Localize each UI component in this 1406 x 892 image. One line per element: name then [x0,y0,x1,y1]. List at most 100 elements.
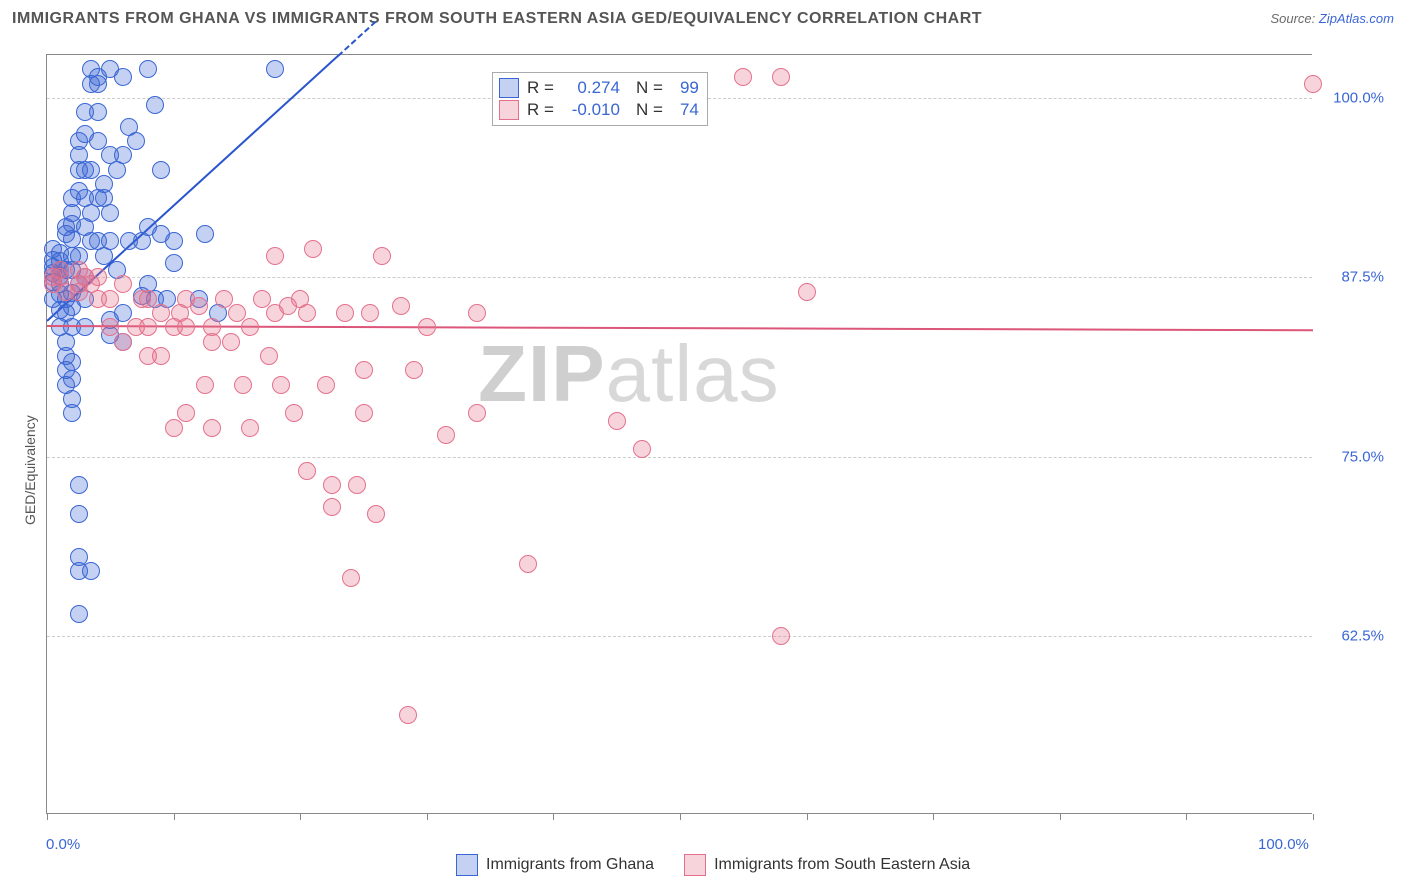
data-point-seasia [355,404,373,422]
data-point-seasia [772,68,790,86]
data-point-seasia [399,706,417,724]
data-point-seasia [196,376,214,394]
data-point-seasia [203,318,221,336]
data-point-seasia [798,283,816,301]
data-point-ghana [70,476,88,494]
data-point-seasia [367,505,385,523]
data-point-seasia [241,419,259,437]
data-point-ghana [63,370,81,388]
x-axis-max-label: 100.0% [1258,836,1309,853]
x-tick [1313,814,1314,820]
data-point-ghana [152,161,170,179]
data-point-seasia [298,304,316,322]
correlation-legend-box: R =0.274N =99R =-0.010N =74 [492,72,708,126]
source-label: Source: [1270,11,1318,26]
data-point-seasia [203,419,221,437]
data-point-ghana [70,605,88,623]
data-point-seasia [89,268,107,286]
x-axis-min-label: 0.0% [46,836,80,853]
x-tick [47,814,48,820]
data-point-ghana [165,254,183,272]
data-point-seasia [361,304,379,322]
gridline-horizontal [47,457,1312,458]
data-point-seasia [405,361,423,379]
data-point-seasia [468,404,486,422]
data-point-ghana [114,146,132,164]
data-point-seasia [1304,75,1322,93]
data-point-seasia [114,275,132,293]
data-point-seasia [608,412,626,430]
gridline-horizontal [47,277,1312,278]
data-point-ghana [70,505,88,523]
y-tick-label: 75.0% [1322,448,1384,465]
y-axis-label: GED/Equivalency [22,415,38,525]
data-point-seasia [139,318,157,336]
legend-item-ghana: Immigrants from Ghana [456,854,654,876]
data-point-seasia [177,318,195,336]
data-point-seasia [392,297,410,315]
data-point-ghana [63,390,81,408]
data-point-seasia [373,247,391,265]
data-point-seasia [323,498,341,516]
data-point-ghana [82,562,100,580]
data-point-seasia [114,333,132,351]
data-point-seasia [348,476,366,494]
data-point-seasia [190,297,208,315]
data-point-ghana [146,96,164,114]
legend-swatch-ghana [456,854,478,876]
x-tick [1060,814,1061,820]
data-point-ghana [63,353,81,371]
x-tick [807,814,808,820]
source-link[interactable]: ZipAtlas.com [1319,11,1394,26]
x-tick [300,814,301,820]
data-point-seasia [260,347,278,365]
data-point-seasia [323,476,341,494]
data-point-ghana [127,132,145,150]
x-tick [174,814,175,820]
data-point-seasia [298,462,316,480]
data-point-seasia [734,68,752,86]
x-tick [1186,814,1187,820]
trend-line [47,325,1313,331]
data-point-seasia [355,361,373,379]
data-point-ghana [196,225,214,243]
data-point-seasia [285,404,303,422]
correlation-row-seasia: R =-0.010N =74 [499,99,699,121]
legend-label-seasia: Immigrants from South Eastern Asia [714,856,970,874]
data-point-ghana [101,204,119,222]
plot-area: ZIPatlas 100.0%87.5%75.0%62.5% [46,54,1312,814]
y-tick-label: 100.0% [1322,90,1384,107]
data-point-seasia [234,376,252,394]
x-tick [680,814,681,820]
y-tick-label: 87.5% [1322,269,1384,286]
data-point-seasia [317,376,335,394]
bottom-legend: Immigrants from Ghana Immigrants from Sou… [456,854,970,876]
data-point-seasia [342,569,360,587]
data-point-seasia [519,555,537,573]
data-point-ghana [114,68,132,86]
data-point-seasia [165,419,183,437]
legend-label-ghana: Immigrants from Ghana [486,856,654,874]
source-attribution: Source: ZipAtlas.com [1270,11,1394,26]
legend-item-seasia: Immigrants from South Eastern Asia [684,854,970,876]
correlation-row-ghana: R =0.274N =99 [499,77,699,99]
data-point-ghana [266,60,284,78]
data-point-seasia [468,304,486,322]
data-point-seasia [304,240,322,258]
data-point-seasia [101,290,119,308]
data-point-ghana [89,103,107,121]
data-point-seasia [633,440,651,458]
chart-container: ZIPatlas 100.0%87.5%75.0%62.5% GED/Equiv… [0,40,1406,892]
data-point-ghana [76,318,94,336]
data-point-seasia [177,404,195,422]
data-point-seasia [266,247,284,265]
data-point-seasia [418,318,436,336]
data-point-seasia [152,347,170,365]
data-point-seasia [222,333,240,351]
legend-swatch-seasia [684,854,706,876]
data-point-seasia [272,376,290,394]
data-point-seasia [772,627,790,645]
data-point-seasia [51,261,69,279]
gridline-horizontal [47,636,1312,637]
swatch-ghana [499,78,519,98]
